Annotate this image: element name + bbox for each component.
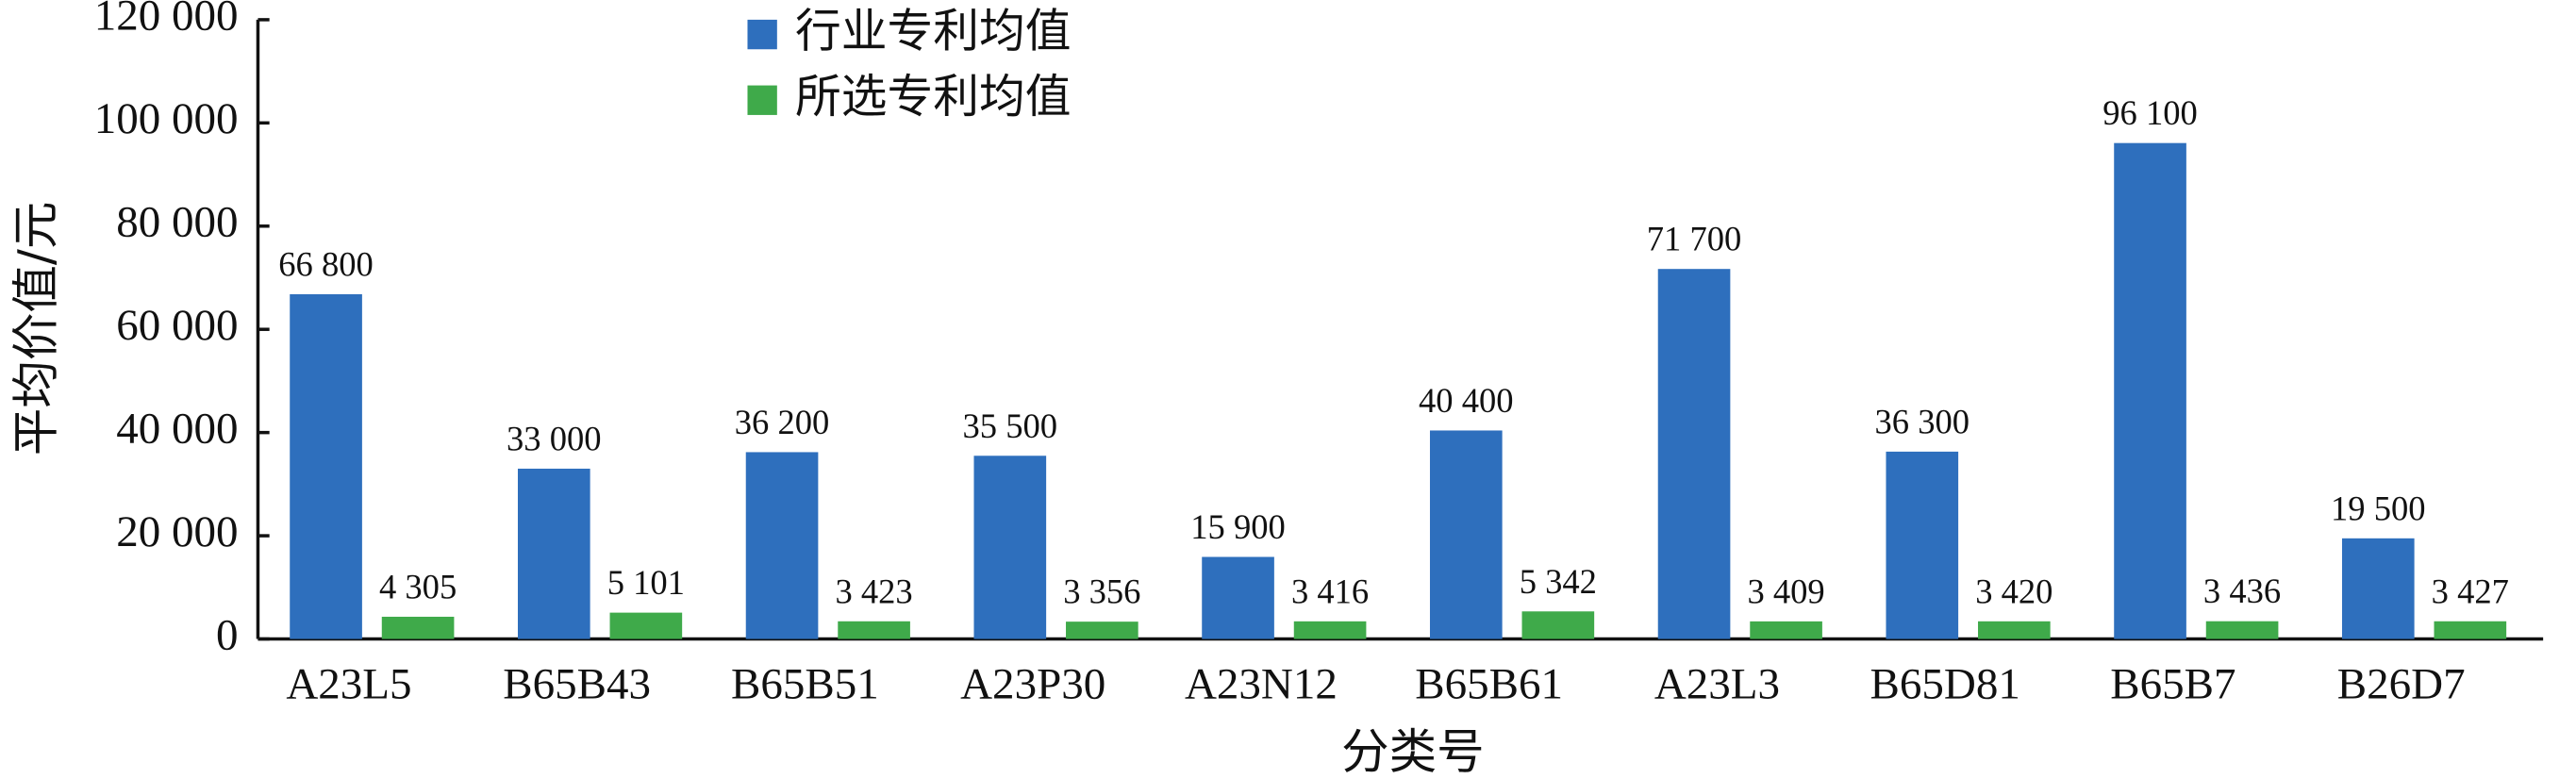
y-tick-label: 20 000 bbox=[116, 507, 238, 556]
bar bbox=[745, 452, 819, 639]
bar bbox=[2341, 538, 2415, 639]
bar bbox=[1066, 622, 1138, 639]
y-tick-label: 40 000 bbox=[116, 404, 238, 453]
value-label: 3 423 bbox=[835, 572, 912, 610]
y-tick-label: 0 bbox=[216, 610, 239, 659]
bar bbox=[2434, 621, 2507, 639]
bar bbox=[290, 294, 362, 639]
value-label: 19 500 bbox=[2331, 489, 2426, 527]
bar bbox=[973, 456, 1047, 639]
bar bbox=[1657, 269, 1731, 639]
bar bbox=[2114, 142, 2186, 639]
x-tick-label: B26D7 bbox=[2337, 660, 2466, 709]
legend-label: 行业专利均值 bbox=[795, 6, 1072, 58]
x-tick-label: A23P30 bbox=[960, 660, 1105, 709]
value-label: 96 100 bbox=[2102, 93, 2198, 132]
x-tick-label: B65B61 bbox=[1415, 660, 1563, 709]
value-label: 15 900 bbox=[1190, 507, 1286, 546]
value-label: 5 101 bbox=[607, 563, 685, 602]
bar bbox=[1750, 621, 1822, 639]
value-label: 3 436 bbox=[2203, 572, 2281, 610]
bar bbox=[517, 468, 590, 639]
value-label: 3 427 bbox=[2432, 572, 2509, 610]
value-label: 3 409 bbox=[1747, 572, 1824, 610]
y-tick-label: 60 000 bbox=[116, 301, 238, 350]
x-tick-label: B65B7 bbox=[2110, 660, 2235, 709]
value-label: 5 342 bbox=[1520, 562, 1597, 601]
legend-swatch bbox=[747, 85, 777, 115]
bar bbox=[1886, 451, 1959, 639]
value-label: 3 416 bbox=[1291, 572, 1369, 610]
y-tick-label: 120 000 bbox=[94, 0, 239, 41]
bar bbox=[1429, 430, 1503, 639]
legend-swatch bbox=[747, 19, 777, 50]
value-label: 33 000 bbox=[507, 419, 602, 457]
bar bbox=[1521, 611, 1595, 639]
x-tick-label: B65D81 bbox=[1870, 660, 2020, 709]
bar bbox=[1293, 621, 1367, 639]
x-tick-label: A23L3 bbox=[1654, 660, 1780, 709]
bar bbox=[1978, 621, 2051, 639]
bar bbox=[381, 616, 455, 639]
x-tick-label: A23L5 bbox=[286, 660, 411, 709]
bar bbox=[2205, 621, 2279, 639]
y-tick-label: 100 000 bbox=[94, 94, 239, 143]
value-label: 71 700 bbox=[1647, 220, 1742, 258]
value-label: 36 300 bbox=[1875, 402, 1970, 440]
value-label: 3 356 bbox=[1063, 572, 1140, 611]
y-tick-label: 80 000 bbox=[116, 198, 238, 247]
x-tick-label: B65B51 bbox=[731, 660, 879, 709]
value-label: 4 305 bbox=[379, 567, 457, 605]
value-label: 35 500 bbox=[963, 406, 1058, 445]
bar bbox=[1202, 556, 1274, 639]
value-label: 40 400 bbox=[1419, 381, 1514, 420]
x-tick-label: B65B43 bbox=[503, 660, 651, 709]
x-axis-label: 分类号 bbox=[1341, 724, 1485, 779]
bar bbox=[838, 621, 910, 639]
x-tick-label: A23N12 bbox=[1185, 660, 1338, 709]
value-label: 66 800 bbox=[278, 245, 374, 284]
bar bbox=[609, 612, 683, 639]
value-label: 3 420 bbox=[1975, 572, 2052, 610]
value-label: 36 200 bbox=[735, 403, 830, 441]
legend-label: 所选专利均值 bbox=[795, 71, 1072, 124]
y-axis-label: 平均价值/元 bbox=[8, 202, 63, 456]
